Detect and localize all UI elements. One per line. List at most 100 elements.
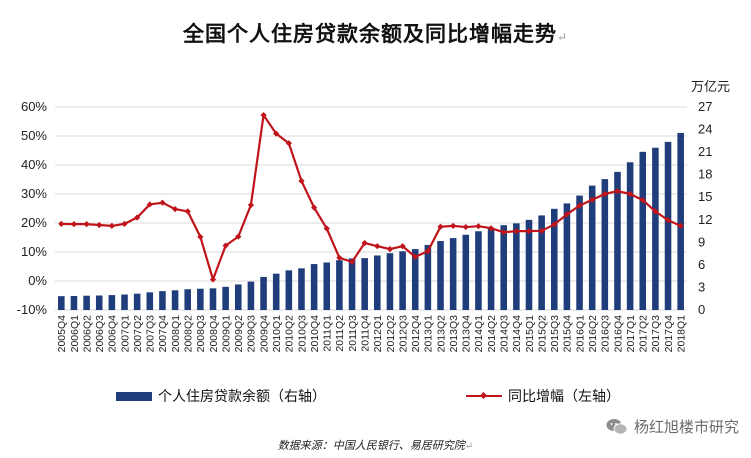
x-tick-label: 2013Q4 xyxy=(461,315,473,353)
bar xyxy=(563,203,571,310)
bar xyxy=(285,270,293,310)
x-tick-label: 2010Q1 xyxy=(271,315,283,353)
legend-line-swatch xyxy=(466,391,502,401)
bar xyxy=(83,295,90,310)
line-point xyxy=(222,242,229,249)
line-point xyxy=(108,222,115,230)
left-axis: -10% 0% 10% 20% 30% 40% 50% 60% xyxy=(17,99,48,317)
x-tick-label: 2009Q2 xyxy=(233,315,245,353)
bar xyxy=(374,255,381,310)
x-tick-label: 2014Q1 xyxy=(473,315,485,353)
bar xyxy=(424,244,432,310)
bar xyxy=(500,225,507,310)
return-mark-icon: ↵ xyxy=(556,30,569,44)
bar xyxy=(171,290,179,310)
left-tick-label: 60% xyxy=(21,99,47,114)
x-axis: 2005Q4 2006Q1 2006Q2 2006Q3 2006Q4 2007Q1 2007… xyxy=(56,315,687,353)
bar xyxy=(95,295,103,310)
bar xyxy=(159,291,166,310)
bar xyxy=(108,295,116,310)
line-point xyxy=(184,208,191,215)
x-tick-label: 2017Q1 xyxy=(625,315,637,353)
legend-bar-swatch xyxy=(116,391,152,401)
legend-item-bar: 个人住房贷款余额（右轴） xyxy=(116,387,326,405)
x-tick-label: 2015Q2 xyxy=(536,315,548,353)
x-tick-label: 2013Q3 xyxy=(448,315,460,353)
line-point xyxy=(424,248,431,255)
line-point xyxy=(171,205,179,213)
right-tick-label: 0 xyxy=(698,302,705,317)
line-point xyxy=(121,220,128,227)
x-tick-label: 2017Q4 xyxy=(663,315,675,353)
x-tick-label: 2006Q4 xyxy=(107,315,119,353)
left-tick-label: 30% xyxy=(21,186,47,201)
line-point xyxy=(197,233,204,241)
x-tick-label: 2013Q2 xyxy=(435,315,447,353)
bar xyxy=(626,162,634,310)
line-point xyxy=(70,221,78,228)
bar xyxy=(513,223,520,310)
x-tick-label: 2014Q2 xyxy=(486,315,498,353)
bar xyxy=(677,132,684,310)
watermark: 杨红旭楼市研究 xyxy=(606,416,739,437)
line-point xyxy=(58,220,65,227)
bar xyxy=(336,260,343,310)
bar xyxy=(348,258,356,310)
bar xyxy=(197,288,204,310)
bar xyxy=(234,284,242,310)
bar xyxy=(462,234,470,310)
bar xyxy=(146,292,154,310)
x-tick-label: 2012Q3 xyxy=(397,315,409,353)
x-tick-label: 2015Q3 xyxy=(549,315,561,353)
line-point xyxy=(412,253,419,261)
return-mark-icon: ↵ xyxy=(464,441,474,452)
bar xyxy=(121,294,128,310)
right-tick-label: 27 xyxy=(698,99,712,114)
line-point xyxy=(336,254,343,261)
right-tick-label: 9 xyxy=(698,234,705,249)
x-tick-label: 2008Q2 xyxy=(183,315,195,353)
bar xyxy=(70,296,78,310)
x-tick-label: 2009Q1 xyxy=(220,315,232,353)
legend-bar-label: 个人住房贷款余额（右轴） xyxy=(158,389,326,405)
line-point xyxy=(386,245,394,253)
bar-series xyxy=(58,132,684,310)
line-point xyxy=(96,221,103,229)
bar xyxy=(525,219,533,310)
x-tick-label: 2012Q2 xyxy=(385,315,397,353)
x-tick-label: 2012Q1 xyxy=(372,315,384,353)
line-point xyxy=(83,221,90,228)
line-point xyxy=(374,243,381,250)
x-tick-label: 2010Q4 xyxy=(309,315,321,353)
x-tick-label: 2017Q2 xyxy=(638,315,650,353)
bar xyxy=(272,273,280,310)
x-tick-label: 2011Q2 xyxy=(334,315,346,352)
source-note: 数据来源：中国人民银行、易居研究院↵ xyxy=(0,437,751,453)
x-tick-label: 2007Q3 xyxy=(145,315,157,353)
bar xyxy=(361,258,368,310)
x-tick-label: 2017Q3 xyxy=(650,315,662,353)
x-tick-label: 2006Q1 xyxy=(69,315,81,353)
x-tick-label: 2016Q1 xyxy=(574,315,586,353)
right-axis-unit: 万亿元 xyxy=(691,80,730,95)
bar xyxy=(386,253,394,310)
line-point xyxy=(209,276,217,283)
watermark-text: 杨红旭楼市研究 xyxy=(633,418,739,436)
x-tick-label: 2008Q1 xyxy=(170,315,182,353)
wechat-icon xyxy=(606,418,628,435)
right-tick-label: 18 xyxy=(698,167,712,182)
bar xyxy=(298,268,305,310)
bar xyxy=(58,296,65,310)
x-tick-label: 2011Q1 xyxy=(322,315,334,352)
line-point xyxy=(450,222,457,230)
bar xyxy=(664,141,672,310)
bar xyxy=(222,286,229,310)
bar xyxy=(588,185,596,310)
left-tick-label: 50% xyxy=(21,128,47,143)
chart-title-text: 全国个人住房贷款余额及同比增幅走势 xyxy=(182,21,557,46)
bar xyxy=(323,262,331,310)
x-tick-label: 2006Q3 xyxy=(94,315,106,353)
chart-legend: 个人住房贷款余额（右轴） 同比增幅（左轴） xyxy=(0,387,751,407)
left-tick-label: 0% xyxy=(28,273,47,288)
